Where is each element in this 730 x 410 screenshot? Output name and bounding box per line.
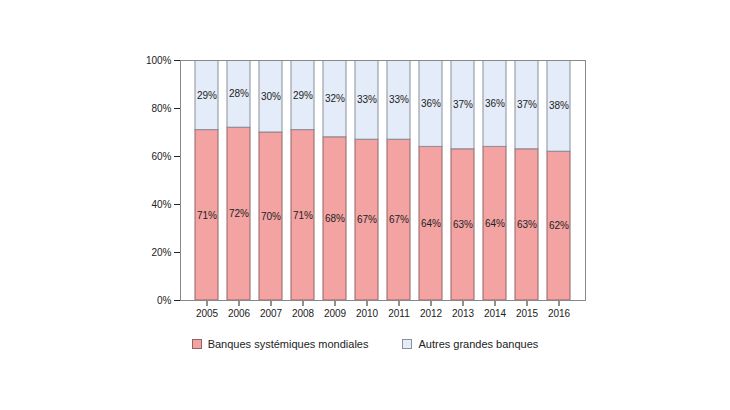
svg-text:2014: 2014 (484, 308, 507, 319)
svg-text:67%: 67% (357, 214, 377, 225)
svg-text:28%: 28% (229, 88, 249, 99)
svg-text:68%: 68% (325, 213, 345, 224)
svg-text:63%: 63% (517, 219, 537, 230)
svg-text:29%: 29% (197, 90, 217, 101)
svg-text:33%: 33% (389, 94, 409, 105)
svg-text:2007: 2007 (260, 308, 283, 319)
svg-text:2015: 2015 (516, 308, 539, 319)
svg-text:63%: 63% (453, 219, 473, 230)
svg-text:71%: 71% (293, 210, 313, 221)
svg-text:38%: 38% (549, 100, 569, 111)
svg-text:20%: 20% (151, 247, 171, 258)
svg-text:2009: 2009 (324, 308, 347, 319)
svg-text:36%: 36% (485, 98, 505, 109)
svg-text:2011: 2011 (388, 308, 410, 319)
svg-text:2006: 2006 (228, 308, 251, 319)
html-text:Autres grandes banques: Autres grandes banques (418, 338, 539, 350)
svg-text:2016: 2016 (548, 308, 571, 319)
svg-text:80%: 80% (151, 103, 171, 114)
svg-text:37%: 37% (453, 99, 473, 110)
svg-text:2013: 2013 (452, 308, 475, 319)
svg-text:100%: 100% (146, 55, 172, 66)
svg-text:2005: 2005 (196, 308, 219, 319)
svg-text:64%: 64% (421, 218, 441, 229)
svg-text:36%: 36% (421, 98, 441, 109)
svg-text:32%: 32% (325, 93, 345, 104)
svg-text:72%: 72% (229, 208, 249, 219)
html-text:Banques systémiques mondiales: Banques systémiques mondiales (207, 338, 369, 350)
svg-text:67%: 67% (389, 214, 409, 225)
svg-text:62%: 62% (549, 220, 569, 231)
svg-text:2012: 2012 (420, 308, 443, 319)
svg-text:60%: 60% (151, 151, 171, 162)
svg-text:40%: 40% (151, 199, 171, 210)
svg-text:30%: 30% (261, 91, 281, 102)
svg-text:2008: 2008 (292, 308, 315, 319)
svg-text:0%: 0% (157, 295, 172, 306)
svg-text:2010: 2010 (356, 308, 379, 319)
svg-text:37%: 37% (517, 99, 537, 110)
svg-text:29%: 29% (293, 90, 313, 101)
svg-text:70%: 70% (261, 211, 281, 222)
svg-text:64%: 64% (485, 218, 505, 229)
svg-text:33%: 33% (357, 94, 377, 105)
svg-text:71%: 71% (197, 210, 217, 221)
